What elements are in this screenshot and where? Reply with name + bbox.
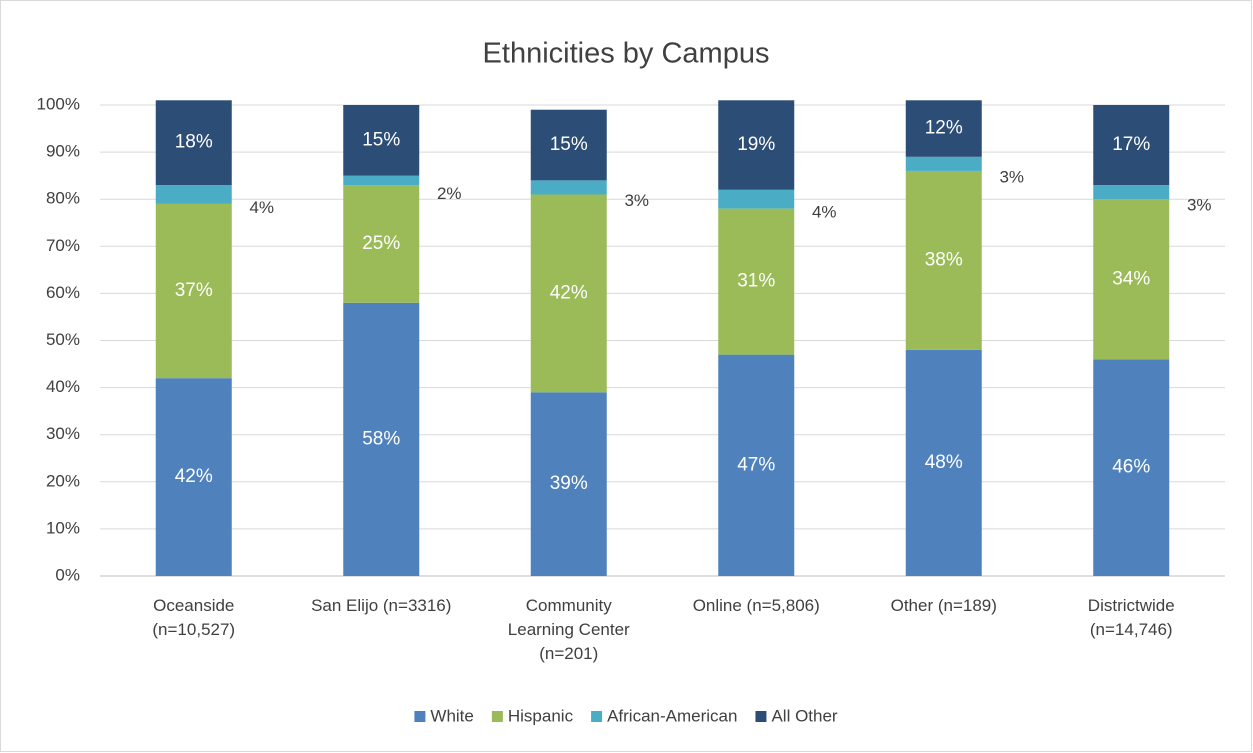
data-label: 42% [550, 282, 588, 303]
y-tick-label: 60% [46, 283, 80, 302]
data-label: 42% [175, 466, 213, 487]
bar-segment [718, 208, 795, 355]
x-tick-label: Other (n=189) [890, 596, 997, 615]
y-tick-label: 20% [46, 471, 80, 490]
data-label: 39% [550, 473, 588, 494]
bar-segment [155, 203, 232, 379]
data-label: 3% [999, 167, 1024, 186]
data-label: 31% [737, 271, 775, 292]
legend-label: White [430, 706, 473, 725]
bar-segment [1093, 359, 1170, 576]
bar-segment [155, 185, 232, 204]
y-tick-label: 50% [46, 330, 80, 349]
data-label: 37% [175, 280, 213, 301]
legend-swatch [491, 711, 503, 722]
bar-segment [905, 100, 982, 157]
data-label: 12% [925, 118, 963, 139]
data-label: 48% [925, 452, 963, 473]
data-label: 15% [550, 134, 588, 155]
bar-segment [155, 378, 232, 576]
data-label: 18% [175, 132, 213, 153]
data-label: 3% [1187, 196, 1212, 215]
bar-segment [530, 194, 607, 393]
bar-segment [343, 105, 420, 176]
x-tick-label: San Elijo (n=3316) [311, 596, 452, 615]
chart-title: Ethnicities by Campus [483, 38, 770, 70]
bar-segment [343, 185, 420, 303]
data-label: 38% [925, 249, 963, 270]
bar-segment [530, 180, 607, 195]
legend-swatch [591, 711, 603, 722]
y-tick-label: 90% [46, 142, 80, 161]
bar-segment [905, 156, 982, 171]
data-label: 15% [362, 129, 400, 150]
y-tick-label: 70% [46, 236, 80, 255]
bar-segment [530, 392, 607, 576]
data-label: 58% [362, 428, 400, 449]
y-tick-label: 80% [46, 189, 80, 208]
data-label: 17% [1112, 134, 1150, 155]
data-label: 3% [624, 191, 649, 210]
x-tick-label: Online (n=5,806) [692, 596, 820, 615]
data-label: 25% [362, 233, 400, 254]
bar-segment [530, 109, 607, 181]
bar-segment [718, 100, 795, 190]
data-label: 47% [737, 454, 775, 475]
data-label: 46% [1112, 457, 1150, 478]
x-tick-label: Districtwide (n=14,746) [1087, 596, 1175, 639]
bar-segment [905, 170, 982, 350]
data-label: 2% [437, 184, 462, 203]
y-tick-label: 0% [55, 565, 80, 584]
data-label: 19% [737, 134, 775, 155]
bar-segment [155, 100, 232, 186]
y-tick-label: 30% [46, 424, 80, 443]
bar-segment [1093, 185, 1170, 200]
bar-segment [1093, 199, 1170, 360]
y-tick-label: 40% [46, 377, 80, 396]
legend-label: All Other [771, 706, 837, 725]
bar-segment [343, 302, 420, 576]
bar-segment [718, 189, 795, 209]
data-label: 4% [249, 198, 274, 217]
bar-segment [905, 349, 982, 576]
data-label: 4% [812, 203, 837, 222]
legend-label: African-American [607, 706, 737, 725]
y-tick-label: 100% [37, 94, 80, 113]
legend-swatch [414, 711, 426, 722]
x-tick-label: Oceanside (n=10,527) [152, 596, 236, 639]
bar-segment [718, 354, 795, 576]
legend-swatch [755, 711, 767, 722]
bar-segment [343, 175, 420, 186]
y-tick-label: 10% [46, 518, 80, 537]
legend-label: Hispanic [508, 706, 574, 725]
data-label: 34% [1112, 268, 1150, 289]
bar-segment [1093, 105, 1170, 186]
x-tick-label: Community Learning Center (n=201) [507, 596, 630, 663]
